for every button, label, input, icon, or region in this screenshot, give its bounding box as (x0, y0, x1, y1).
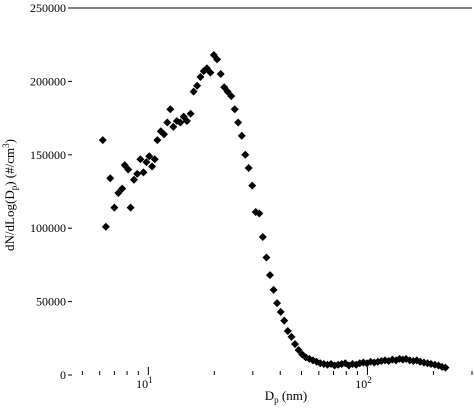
data-point (206, 68, 215, 77)
data-point (106, 174, 115, 183)
data-point (136, 155, 145, 164)
data-point (273, 299, 282, 308)
data-point (213, 55, 222, 64)
data-point (124, 165, 133, 174)
data-point (283, 326, 292, 335)
data-point (129, 175, 138, 184)
data-point (160, 130, 169, 139)
data-point (265, 271, 274, 280)
data-point (150, 155, 159, 164)
data-point (258, 233, 267, 242)
data-point (193, 81, 202, 90)
data-point (241, 150, 250, 159)
data-point (441, 363, 450, 372)
data-point (237, 131, 246, 140)
data-point (145, 152, 154, 161)
data-point (223, 87, 232, 96)
x-axis-ticks: 101 102 (81, 367, 473, 391)
data-point (186, 109, 195, 118)
data-point (290, 340, 299, 349)
data-point (114, 188, 123, 197)
data-point (189, 87, 198, 96)
data-point (182, 117, 191, 126)
data-point (176, 118, 185, 127)
data-point (163, 118, 172, 127)
data-point (287, 332, 296, 341)
data-point (269, 285, 278, 294)
data-point (120, 161, 129, 170)
y-axis-ticks: 0 50000 100000 150000 200000 250000 (30, 1, 72, 382)
data-point (142, 158, 151, 167)
y-tick-label: 200000 (30, 74, 66, 88)
data-point (294, 346, 303, 355)
data-point (196, 72, 205, 81)
y-tick-label: 150000 (30, 148, 66, 162)
data-point (148, 162, 157, 171)
y-axis-label: dN/dLog(Dp) (#/cm3) (1, 139, 19, 251)
y-tick-label: 100000 (30, 221, 66, 235)
x-tick-label: 102 (355, 375, 372, 391)
data-point (227, 92, 236, 101)
data-point (133, 169, 142, 178)
data-point (166, 105, 175, 114)
data-point (169, 122, 178, 131)
y-tick-label: 250000 (30, 1, 66, 15)
data-point (118, 184, 127, 193)
data-point (230, 105, 239, 114)
x-tick-label: 101 (136, 375, 153, 391)
data-point (126, 203, 135, 212)
data-point (153, 136, 162, 145)
data-point (234, 118, 243, 127)
data-point (216, 70, 225, 79)
data-point (276, 307, 285, 316)
data-points (98, 50, 450, 372)
data-point (262, 253, 271, 262)
data-point (101, 222, 110, 231)
data-point (255, 209, 264, 218)
data-point (280, 316, 289, 325)
data-point (139, 168, 148, 177)
x-axis-label: Dp (nm) (265, 388, 307, 405)
data-point (110, 203, 119, 212)
data-point (248, 181, 257, 190)
data-point (244, 164, 253, 173)
data-point (98, 136, 107, 145)
y-tick-label: 50000 (36, 295, 66, 309)
y-tick-label: 0 (60, 368, 66, 382)
